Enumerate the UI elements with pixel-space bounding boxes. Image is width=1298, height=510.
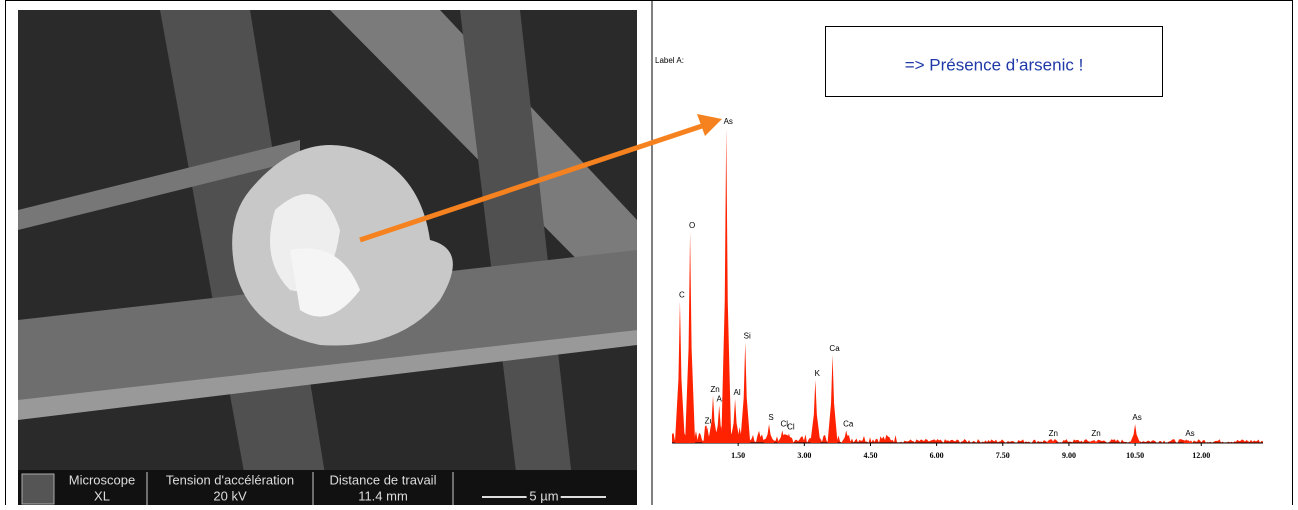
microscope-value: XL bbox=[94, 488, 110, 503]
microscope-label: Microscope bbox=[69, 472, 135, 487]
peak bbox=[841, 430, 852, 443]
peak bbox=[685, 231, 696, 443]
peak bbox=[721, 128, 732, 443]
peak bbox=[783, 433, 794, 443]
peak-label: Cl bbox=[780, 420, 788, 429]
peak-label: As bbox=[1185, 429, 1194, 438]
peak bbox=[1046, 439, 1057, 443]
distance-label: Distance de travail bbox=[330, 472, 437, 487]
peak-label: C bbox=[679, 290, 685, 299]
peak bbox=[1183, 439, 1194, 443]
x-tick-label: 6.00 bbox=[930, 451, 944, 460]
x-tick-label: 1.50 bbox=[731, 451, 745, 460]
peak bbox=[1130, 424, 1141, 443]
peak-label: Al bbox=[734, 388, 741, 397]
peak bbox=[764, 424, 775, 443]
peak-label: S bbox=[768, 413, 773, 422]
voltage-value: 20 kV bbox=[213, 488, 247, 503]
peak bbox=[740, 342, 751, 443]
peak bbox=[708, 395, 719, 443]
callout-box bbox=[825, 26, 1163, 97]
peak-label: Si bbox=[744, 331, 751, 340]
peak bbox=[674, 301, 685, 443]
x-tick-label: 4.50 bbox=[863, 451, 877, 460]
callout-text: => Présence d’arsenic ! bbox=[905, 55, 1084, 74]
arrow-head bbox=[697, 114, 722, 136]
peak-label: Zn bbox=[710, 385, 719, 394]
peak-label: As bbox=[1132, 413, 1141, 422]
voltage-label: Tension d'accélération bbox=[166, 472, 294, 487]
peak-label: Zn bbox=[1091, 429, 1100, 438]
sem-info-bar: Microscope XL Tension d'accélération 20 … bbox=[18, 470, 637, 506]
peak bbox=[827, 354, 838, 443]
peak bbox=[810, 380, 821, 443]
x-tick-label: 7.50 bbox=[996, 451, 1010, 460]
spectrum-label: Label A: bbox=[655, 56, 684, 65]
peak-label: Ca bbox=[829, 344, 840, 353]
arrow bbox=[359, 122, 706, 243]
peak-label: Zn bbox=[1049, 429, 1058, 438]
peak bbox=[777, 430, 788, 443]
peak-label: K bbox=[815, 369, 821, 378]
x-tick-label: 10.50 bbox=[1126, 451, 1144, 460]
x-tick-label: 12.00 bbox=[1192, 451, 1210, 460]
scale-bar: 5 µm bbox=[529, 488, 558, 503]
x-tick-label: 3.00 bbox=[797, 451, 811, 460]
peak-label: Ca bbox=[843, 420, 854, 429]
sem-image bbox=[18, 10, 637, 505]
peak-label: As bbox=[717, 394, 726, 403]
x-tick-label: 9.00 bbox=[1062, 451, 1076, 460]
peak bbox=[1089, 439, 1100, 443]
distance-value: 11.4 mm bbox=[358, 488, 408, 503]
peak-label: Zu bbox=[705, 416, 714, 425]
peak bbox=[730, 398, 741, 443]
peak-label: Cl bbox=[787, 423, 795, 432]
peak-label: As bbox=[724, 117, 733, 126]
peak-label: O bbox=[689, 221, 695, 230]
